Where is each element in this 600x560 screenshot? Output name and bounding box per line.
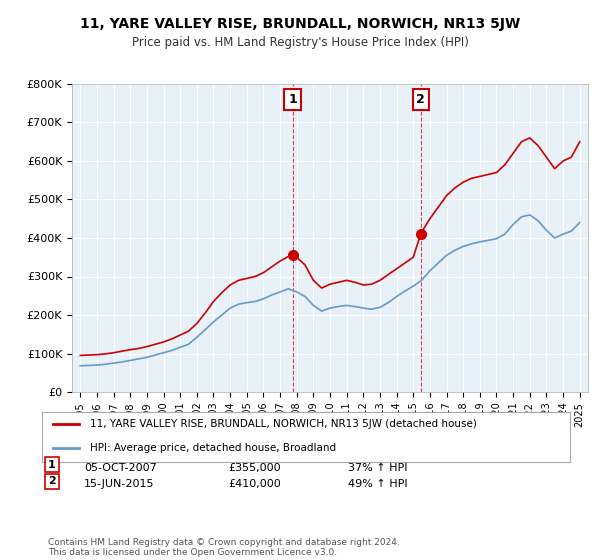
Text: HPI: Average price, detached house, Broadland: HPI: Average price, detached house, Broa… bbox=[89, 443, 335, 453]
Text: 49% ↑ HPI: 49% ↑ HPI bbox=[348, 479, 407, 489]
Text: 2: 2 bbox=[416, 93, 425, 106]
Text: 1: 1 bbox=[48, 460, 56, 470]
Text: £355,000: £355,000 bbox=[228, 463, 281, 473]
Text: 2: 2 bbox=[48, 477, 56, 487]
Text: Contains HM Land Registry data © Crown copyright and database right 2024.
This d: Contains HM Land Registry data © Crown c… bbox=[48, 538, 400, 557]
Text: 11, YARE VALLEY RISE, BRUNDALL, NORWICH, NR13 5JW: 11, YARE VALLEY RISE, BRUNDALL, NORWICH,… bbox=[80, 17, 520, 31]
Text: £410,000: £410,000 bbox=[228, 479, 281, 489]
Text: 05-OCT-2007: 05-OCT-2007 bbox=[84, 463, 157, 473]
Text: 11, YARE VALLEY RISE, BRUNDALL, NORWICH, NR13 5JW (detached house): 11, YARE VALLEY RISE, BRUNDALL, NORWICH,… bbox=[89, 419, 476, 429]
Text: 15-JUN-2015: 15-JUN-2015 bbox=[84, 479, 155, 489]
Text: 37% ↑ HPI: 37% ↑ HPI bbox=[348, 463, 407, 473]
Text: 1: 1 bbox=[288, 93, 297, 106]
Text: Price paid vs. HM Land Registry's House Price Index (HPI): Price paid vs. HM Land Registry's House … bbox=[131, 36, 469, 49]
